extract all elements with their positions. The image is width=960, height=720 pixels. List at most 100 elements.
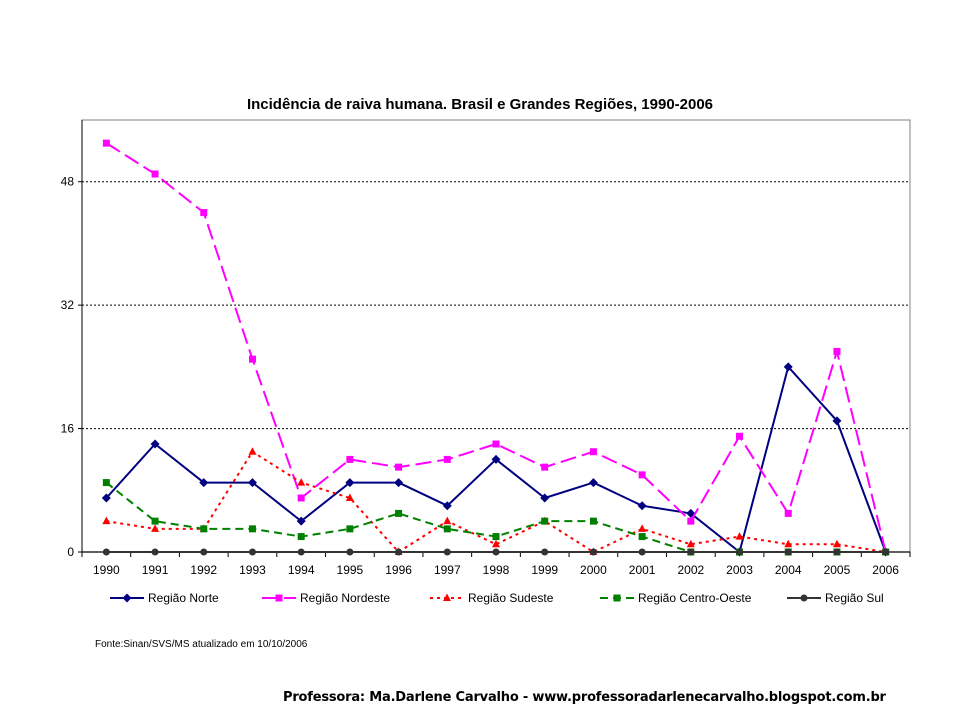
data-point-regiao-norte-2005 xyxy=(832,416,842,426)
data-point-regiao-sudeste-2004 xyxy=(784,539,793,548)
data-point-regiao-norte-1998 xyxy=(491,454,501,464)
data-point-regiao-centro-oeste-1991 xyxy=(151,517,159,525)
legend-label-regiao-sudeste: Região Sudeste xyxy=(468,591,554,605)
data-point-regiao-sul-2003 xyxy=(736,548,744,556)
chart-title: Incidência de raiva humana. Brasil e Gra… xyxy=(246,96,714,113)
data-point-regiao-sul-1997 xyxy=(443,548,451,556)
data-point-regiao-norte-1993 xyxy=(247,478,257,488)
legend-marker-regiao-nordeste xyxy=(275,594,283,602)
x-tick-label-1998: 1998 xyxy=(483,563,510,577)
source-note: Fonte:Sinan/SVS/MS atualizado em 10/10/2… xyxy=(95,639,308,650)
data-point-regiao-sul-1990 xyxy=(102,548,110,556)
data-point-regiao-norte-1996 xyxy=(394,478,404,488)
legend-marker-regiao-norte xyxy=(122,593,132,603)
data-point-regiao-sudeste-1993 xyxy=(248,447,257,455)
legend-label-regiao-norte: Região Norte xyxy=(148,591,219,605)
data-point-regiao-sul-1995 xyxy=(346,548,354,556)
data-point-regiao-norte-1994 xyxy=(296,516,306,526)
data-point-regiao-sul-2004 xyxy=(784,548,792,556)
data-point-regiao-centro-oeste-1993 xyxy=(248,525,256,533)
data-point-regiao-centro-oeste-1999 xyxy=(541,517,549,525)
data-point-regiao-norte-2000 xyxy=(588,478,598,488)
data-point-regiao-nordeste-2005 xyxy=(833,347,841,355)
x-tick-label-1996: 1996 xyxy=(385,563,412,577)
y-tick-label-16: 16 xyxy=(61,422,75,436)
x-tick-label-1991: 1991 xyxy=(142,563,169,577)
y-tick-label-48: 48 xyxy=(61,175,75,189)
data-point-regiao-nordeste-1995 xyxy=(346,455,354,463)
data-point-regiao-sul-2006 xyxy=(882,548,890,556)
data-point-regiao-centro-oeste-2000 xyxy=(589,517,597,525)
x-tick-label-2002: 2002 xyxy=(677,563,704,577)
data-point-regiao-centro-oeste-1994 xyxy=(297,533,305,541)
legend-marker-regiao-sul xyxy=(800,594,808,602)
data-point-regiao-sudeste-2001 xyxy=(638,524,647,532)
data-point-regiao-centro-oeste-1997 xyxy=(443,525,451,533)
x-tick-label-1999: 1999 xyxy=(531,563,558,577)
x-tick-label-2000: 2000 xyxy=(580,563,607,577)
plot-area xyxy=(81,119,911,553)
data-point-regiao-sudeste-2003 xyxy=(735,532,744,540)
data-point-regiao-sul-2002 xyxy=(687,548,695,556)
data-point-regiao-sul-1998 xyxy=(492,548,500,556)
x-tick-label-2005: 2005 xyxy=(824,563,851,577)
data-point-regiao-sul-2001 xyxy=(638,548,646,556)
data-point-regiao-sul-2005 xyxy=(833,548,841,556)
data-point-regiao-centro-oeste-1996 xyxy=(395,509,403,517)
data-point-regiao-centro-oeste-1998 xyxy=(492,533,500,541)
legend-marker-regiao-sudeste xyxy=(443,593,451,601)
data-point-regiao-sudeste-2002 xyxy=(686,539,695,548)
data-point-regiao-norte-1999 xyxy=(540,493,550,503)
x-tick-label-2006: 2006 xyxy=(872,563,899,577)
data-point-regiao-centro-oeste-1995 xyxy=(346,525,354,533)
data-point-regiao-sudeste-2005 xyxy=(832,539,841,548)
x-tick-label-1993: 1993 xyxy=(239,563,266,577)
x-tick-label-2001: 2001 xyxy=(629,563,656,577)
data-point-regiao-nordeste-1994 xyxy=(297,494,305,502)
x-tick-label-1997: 1997 xyxy=(434,563,461,577)
data-point-regiao-nordeste-1999 xyxy=(541,463,549,471)
data-point-regiao-sudeste-1994 xyxy=(297,478,306,486)
x-tick-label-2003: 2003 xyxy=(726,563,753,577)
data-point-regiao-sul-2000 xyxy=(589,548,597,556)
author-credit: Professora: Ma.Darlene Carvalho - www.pr… xyxy=(283,690,886,705)
y-tick-label-32: 32 xyxy=(61,298,75,312)
data-point-regiao-nordeste-2002 xyxy=(687,517,695,525)
data-point-regiao-nordeste-1993 xyxy=(248,355,256,363)
data-point-regiao-norte-1997 xyxy=(442,501,452,511)
data-point-regiao-centro-oeste-1990 xyxy=(102,479,110,487)
data-point-regiao-nordeste-1990 xyxy=(102,139,110,147)
data-point-regiao-sul-1999 xyxy=(541,548,549,556)
data-point-regiao-sul-1993 xyxy=(248,548,256,556)
x-tick-label-1995: 1995 xyxy=(337,563,364,577)
data-point-regiao-norte-1991 xyxy=(150,439,160,449)
data-point-regiao-norte-1995 xyxy=(345,478,355,488)
data-point-regiao-nordeste-1998 xyxy=(492,440,500,448)
data-point-regiao-sul-1992 xyxy=(200,548,208,556)
data-point-regiao-nordeste-1991 xyxy=(151,170,159,178)
x-tick-label-1994: 1994 xyxy=(288,563,315,577)
x-tick-label-1990: 1990 xyxy=(93,563,120,577)
data-point-regiao-centro-oeste-2001 xyxy=(638,533,646,541)
legend-label-regiao-nordeste: Região Nordeste xyxy=(300,591,390,605)
data-point-regiao-nordeste-2003 xyxy=(736,432,744,440)
data-point-regiao-nordeste-1992 xyxy=(200,209,208,217)
data-point-regiao-sul-1996 xyxy=(395,548,403,556)
legend-label-regiao-sul: Região Sul xyxy=(825,591,884,605)
data-point-regiao-sudeste-1997 xyxy=(443,516,452,525)
data-point-regiao-sudeste-1990 xyxy=(102,516,111,525)
data-point-regiao-nordeste-1997 xyxy=(443,455,451,463)
data-point-regiao-norte-2004 xyxy=(783,362,793,372)
legend-marker-regiao-centro-oeste xyxy=(613,594,621,602)
series-line-regiao-nordeste xyxy=(105,142,887,553)
data-point-regiao-nordeste-2001 xyxy=(638,471,646,479)
x-tick-label-2004: 2004 xyxy=(775,563,802,577)
data-point-regiao-nordeste-2004 xyxy=(784,509,792,517)
data-point-regiao-sul-1994 xyxy=(297,548,305,556)
series-line-regiao-sudeste xyxy=(106,450,886,553)
data-point-regiao-nordeste-2000 xyxy=(589,448,597,456)
data-point-regiao-sul-1991 xyxy=(151,548,159,556)
data-point-regiao-centro-oeste-1992 xyxy=(200,525,208,533)
data-point-regiao-sudeste-1995 xyxy=(345,493,354,501)
